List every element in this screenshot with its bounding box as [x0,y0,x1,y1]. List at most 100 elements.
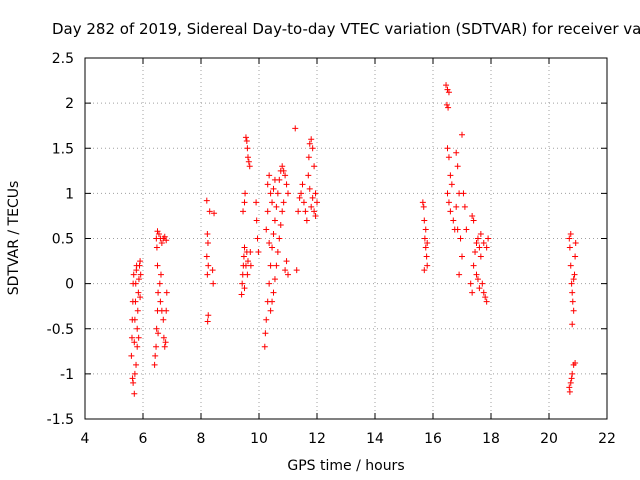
data-point [470,262,477,269]
data-point [254,235,261,242]
data-point [444,145,451,152]
data-point [482,294,489,301]
data-point [305,154,312,161]
data-point [277,221,284,228]
data-point [566,388,573,395]
data-point [134,343,141,350]
data-point [155,330,162,337]
data-point [163,289,170,296]
data-point [240,253,247,260]
data-point [274,190,281,197]
data-point [269,298,276,305]
axis-ticks [84,57,608,420]
data-point [314,199,320,206]
data-point [244,271,251,278]
data-point [209,267,216,274]
y-tick-label: 2.5 [52,51,74,67]
y-tick-label: 1.5 [52,141,74,157]
data-point [472,249,479,256]
data-point [255,249,262,256]
data-point [270,230,277,237]
data-point [242,134,249,141]
data-point [444,190,451,197]
y-tick-label: 0 [65,277,74,293]
data-point [151,361,158,368]
data-point [211,210,218,217]
x-tick-label: 8 [197,431,206,447]
data-point [480,240,487,247]
data-point [262,330,269,337]
data-point [273,203,280,210]
y-tick-label: -0.5 [47,322,74,338]
data-point [454,163,461,170]
data-point [280,167,287,174]
data-point [567,262,574,269]
chart-title: Day 282 of 2019, Sidereal Day-to-day VTE… [52,20,640,38]
data-points [128,82,579,397]
data-point [204,230,211,237]
data-point [443,82,450,89]
data-point [267,307,274,314]
data-point [568,280,575,287]
data-point [282,172,289,179]
y-tick-label: 2 [65,96,74,112]
data-point [292,125,299,132]
data-point [269,244,276,251]
data-point [569,321,576,328]
x-tick-label: 12 [308,431,326,447]
data-point [447,208,454,215]
data-point [130,379,137,386]
data-point [443,101,450,108]
data-point [422,226,429,233]
data-point [153,244,160,251]
data-point [285,190,291,197]
data-point [271,176,278,183]
data-point [450,217,457,224]
data-point [285,271,291,278]
data-point [132,298,139,305]
data-point [273,262,280,269]
data-point [474,235,481,242]
y-tick-label: 1 [65,186,74,202]
data-point [448,181,455,188]
data-point [572,360,579,367]
y-tick-label: -1 [60,367,74,383]
data-point [136,262,143,269]
data-point [295,208,302,215]
data-point [421,235,428,242]
data-point [253,199,260,206]
data-point [274,249,281,256]
data-point [135,334,142,341]
data-point [477,253,484,260]
data-point [266,240,273,247]
data-point [567,230,574,237]
data-point [263,316,270,323]
data-point [267,262,274,269]
data-point [309,194,316,201]
data-point [238,291,245,298]
data-point [570,276,577,283]
data-point [453,149,460,156]
data-point [242,190,249,197]
data-point [473,271,480,278]
data-point [267,190,274,197]
data-point [459,131,465,138]
data-point [241,244,248,251]
data-point [241,285,248,292]
x-tick-label: 22 [598,431,616,447]
data-point [308,136,315,143]
data-point [204,318,211,325]
y-tick-label: -1.5 [47,412,74,428]
data-point [137,271,144,278]
data-point [298,190,305,197]
data-point [424,240,431,247]
data-point [158,240,165,247]
x-tick-label: 14 [366,431,384,447]
data-point [245,158,252,165]
data-point [244,258,251,265]
data-point [131,390,138,397]
data-point [279,208,286,215]
data-point [485,235,492,242]
data-point [302,208,309,215]
data-point [128,352,135,359]
